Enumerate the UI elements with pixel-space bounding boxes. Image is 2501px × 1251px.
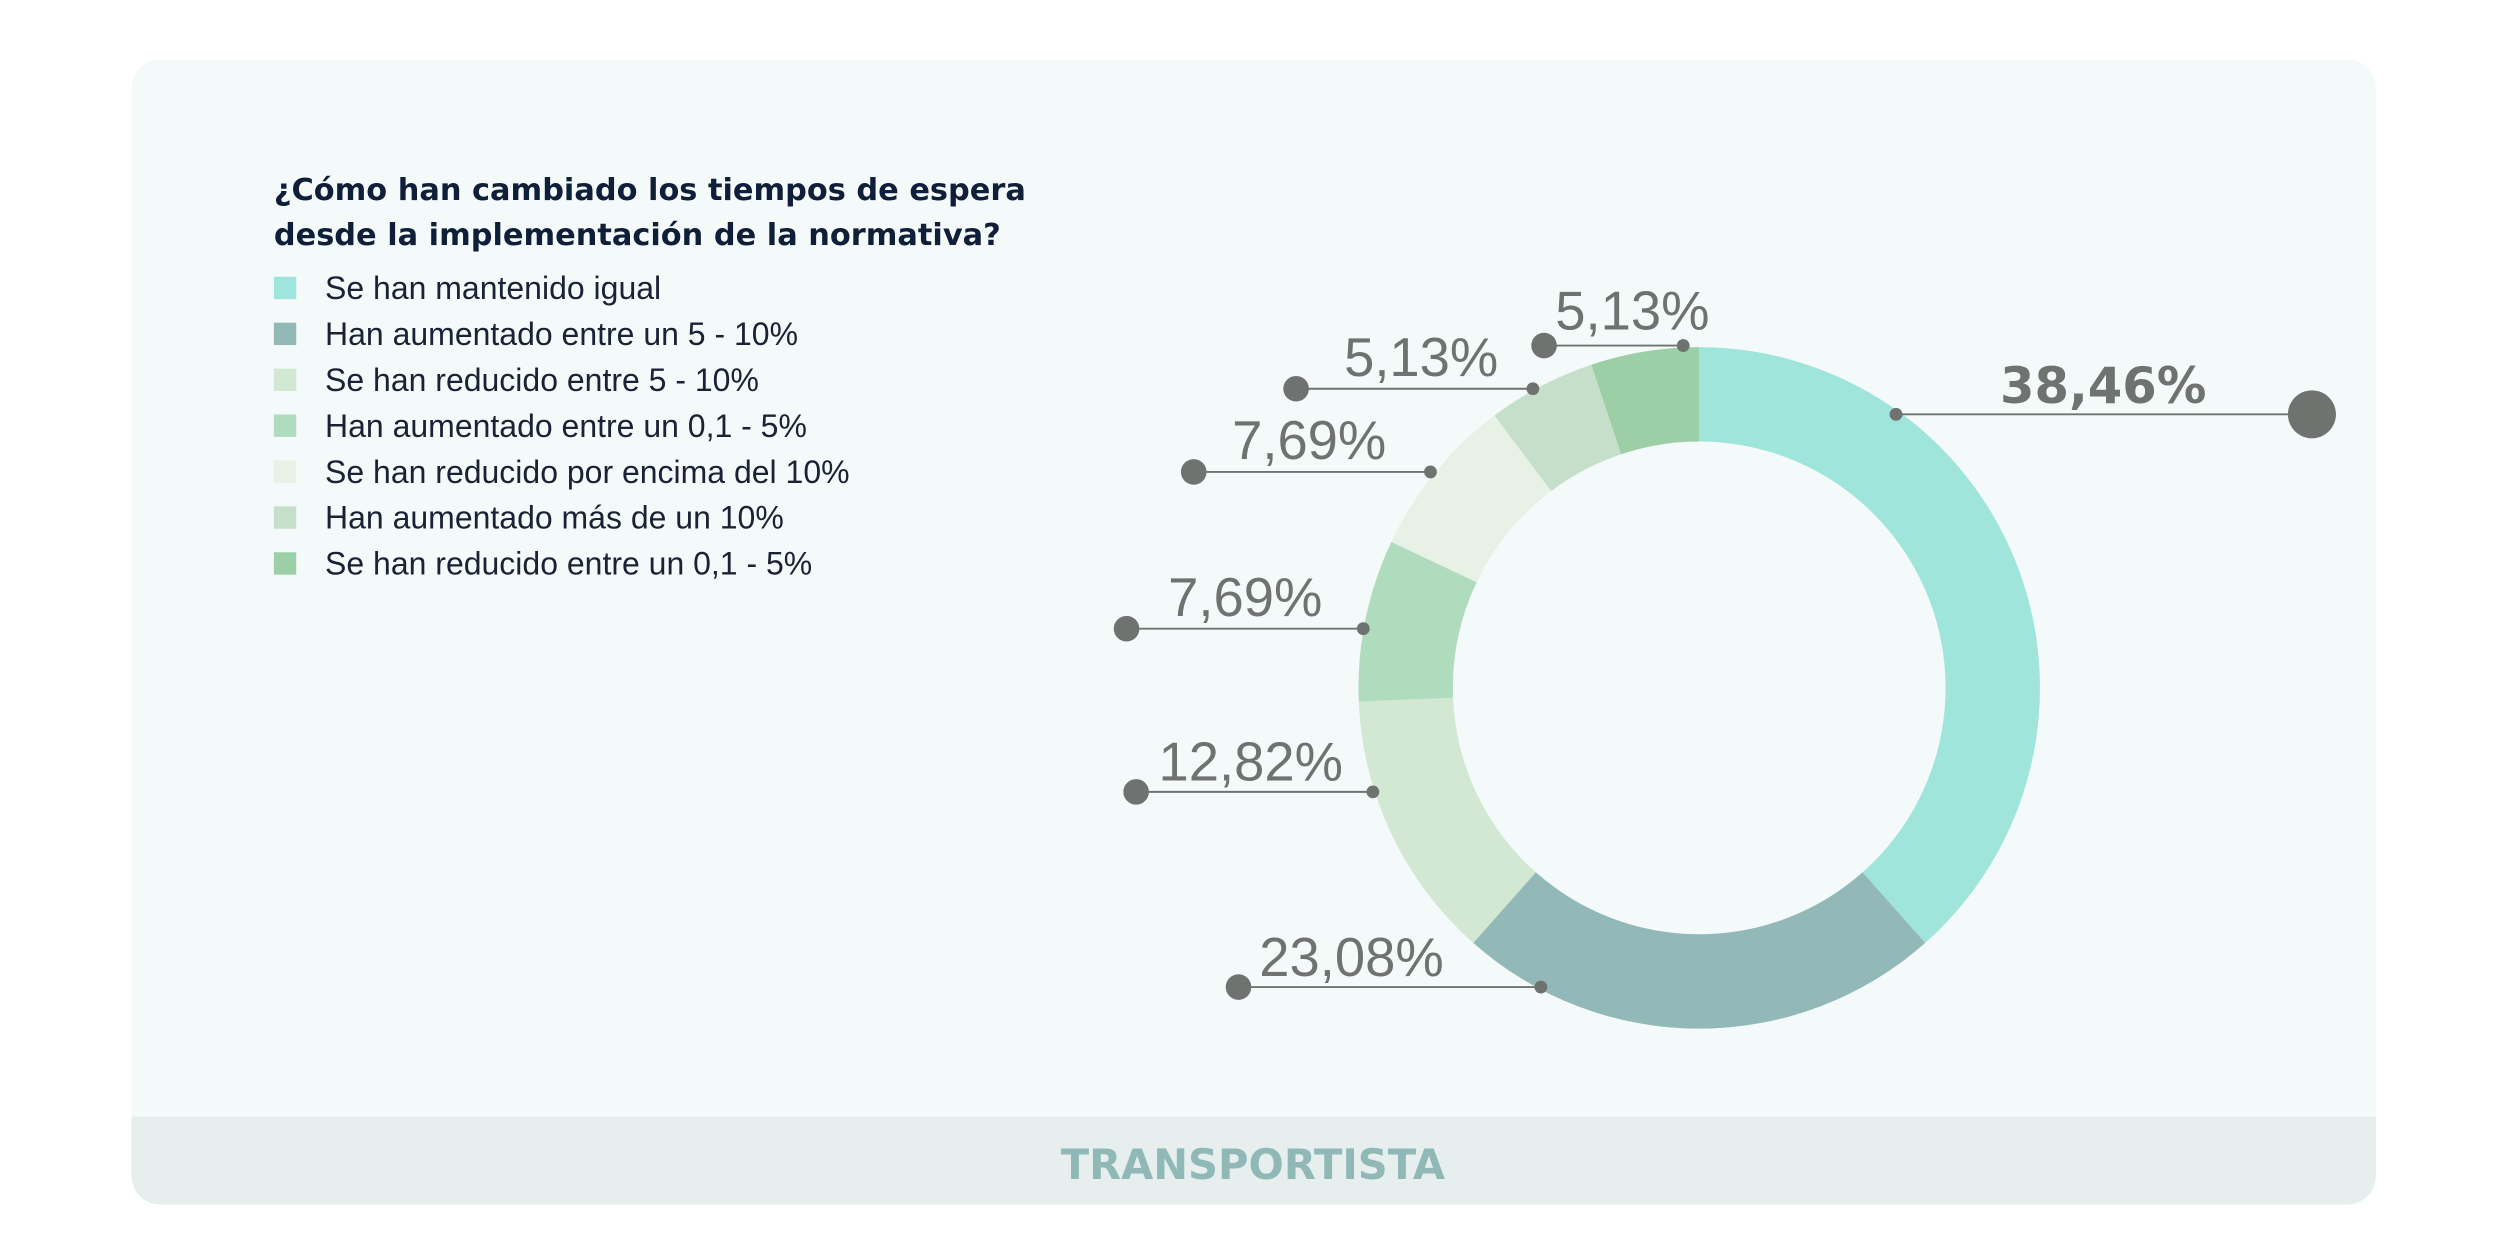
leader-anchor-dot — [1424, 465, 1437, 479]
leader-anchor-dot — [1366, 785, 1380, 799]
data-label: 7,69% — [1168, 567, 1322, 628]
leader-end-dot — [1180, 459, 1207, 485]
leader-end-dot — [1531, 332, 1557, 359]
data-label: 12,82% — [1159, 732, 1343, 793]
donut-slice — [1358, 541, 1477, 702]
data-label: 38,46% — [2000, 357, 2207, 415]
chart-title-line-2: desde la implementación de la normativa? — [274, 218, 1001, 253]
legend-item-label: Han aumentado más de un 10% — [325, 500, 784, 536]
footer-label: TRANSPORTISTA — [1061, 1140, 1445, 1189]
donut — [1358, 347, 2040, 1029]
chart-title-line-1: ¿Cómo han cambiado los tiempos de espera — [274, 173, 1026, 208]
donut-slice — [1391, 415, 1552, 583]
data-label: 5,13% — [1344, 327, 1498, 388]
footer-band — [131, 1116, 2376, 1205]
legend-item-label: Se han reducido entre 5 - 10% — [325, 362, 759, 398]
leader-end-dot — [1283, 375, 1309, 402]
legend-item-label: Han aumentado entre un 5 - 10% — [325, 316, 798, 352]
donut-slice — [1358, 697, 1536, 943]
legend: Se han mantenido igual Han aumentado entr… — [273, 270, 850, 582]
leader-end-dot — [1123, 779, 1149, 805]
data-label: 5,13% — [1555, 281, 1709, 342]
legend-swatch — [273, 276, 297, 300]
leader-anchor-dot — [1889, 407, 1903, 421]
leader-anchor-dot — [1534, 980, 1548, 994]
leader-anchor-dot — [1526, 382, 1540, 396]
legend-swatch — [273, 414, 297, 437]
legend-item-label: Se han reducido por encima del 10% — [325, 454, 850, 490]
leader-end-dot — [1225, 974, 1252, 1000]
leader-end-dot — [2287, 390, 2336, 439]
donut-slice — [1699, 347, 2040, 943]
legend-item-label: Se han reducido entre un 0,1 - 5% — [325, 546, 812, 582]
legend-item-label: Han aumentado entre un 0,1 - 5% — [325, 408, 807, 444]
data-label: 7,69% — [1232, 410, 1386, 471]
data-labels: 38,46% 23,08% 12,82% 7,69% 7,69% 5,13% 5,13% — [1113, 281, 2336, 1000]
donut-slice — [1591, 347, 1700, 455]
legend-swatch — [273, 460, 297, 483]
leader-anchor-dot — [1676, 339, 1690, 352]
leader-end-dot — [1113, 615, 1140, 642]
legend-swatch — [273, 322, 297, 346]
donut-slice — [1473, 872, 1926, 1029]
data-label: 23,08% — [1259, 927, 1443, 988]
legend-swatch — [273, 368, 297, 391]
legend-item-label: Se han mantenido igual — [325, 270, 661, 306]
legend-swatch — [273, 506, 297, 529]
legend-swatch — [273, 552, 297, 575]
donut-slice — [1494, 364, 1622, 491]
leader-anchor-dot — [1356, 622, 1370, 636]
